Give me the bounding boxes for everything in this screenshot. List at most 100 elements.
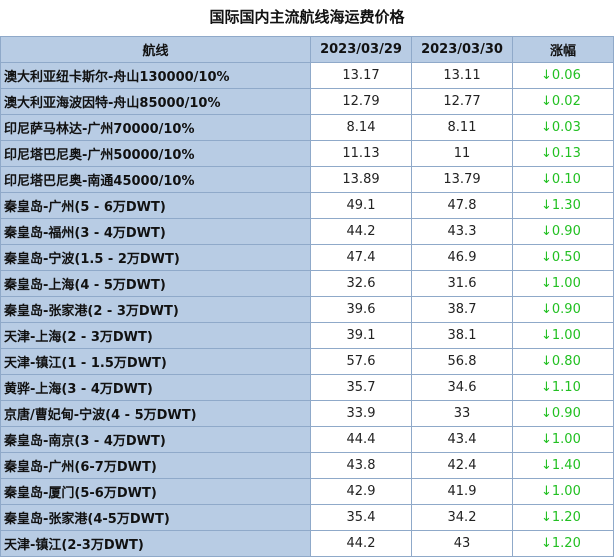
change-cell: ↓0.90 [512,218,614,245]
change-cell: ↓0.03 [512,114,614,141]
table-row: 秦皇岛-张家港(2 - 3万DWT) 39.6 38.7 ↓0.90 [0,296,614,323]
price-cell-date-1: 57.6 [310,348,412,375]
price-cell-date-2: 42.4 [411,452,513,479]
price-cell-date-2: 11 [411,140,513,167]
route-cell: 印尼塔巴尼奥-广州50000/10% [0,140,311,167]
table-header-row: 航线 2023/03/29 2023/03/30 涨幅 [0,36,614,63]
route-cell: 秦皇岛-上海(4 - 5万DWT) [0,270,311,297]
table-row: 天津-镇江(2-3万DWT) 44.2 43 ↓1.20 [0,530,614,557]
route-cell: 印尼萨马林达-广州70000/10% [0,114,311,141]
price-cell-date-2: 47.8 [411,192,513,219]
price-cell-date-1: 8.14 [310,114,412,141]
price-cell-date-1: 12.79 [310,88,412,115]
price-cell-date-2: 43.4 [411,426,513,453]
page-title: 国际国内主流航线海运费价格 [209,8,405,26]
price-cell-date-1: 42.9 [310,478,412,505]
change-cell: ↓0.02 [512,88,614,115]
change-cell: ↓1.00 [512,270,614,297]
price-cell-date-1: 39.6 [310,296,412,323]
change-cell: ↓1.20 [512,530,614,557]
route-cell: 天津-镇江(2-3万DWT) [0,530,311,557]
change-cell: ↓0.13 [512,140,614,167]
route-cell: 澳大利亚海波因特-舟山85000/10% [0,88,311,115]
header-date-1: 2023/03/29 [310,36,412,63]
price-cell-date-1: 43.8 [310,452,412,479]
price-cell-date-1: 13.17 [310,62,412,89]
price-cell-date-2: 38.7 [411,296,513,323]
price-cell-date-1: 35.7 [310,374,412,401]
price-cell-date-1: 44.2 [310,218,412,245]
header-route: 航线 [0,36,311,63]
change-cell: ↓0.90 [512,400,614,427]
route-cell: 天津-镇江(1 - 1.5万DWT) [0,348,311,375]
price-cell-date-2: 34.2 [411,504,513,531]
table-row: 澳大利亚纽卡斯尔-舟山130000/10% 13.17 13.11 ↓0.06 [0,62,614,89]
price-cell-date-2: 13.11 [411,62,513,89]
price-cell-date-2: 56.8 [411,348,513,375]
header-change: 涨幅 [512,36,614,63]
table-row: 黄骅-上海(3 - 4万DWT) 35.7 34.6 ↓1.10 [0,374,614,401]
route-cell: 秦皇岛-宁波(1.5 - 2万DWT) [0,244,311,271]
table-row: 秦皇岛-张家港(4-5万DWT) 35.4 34.2 ↓1.20 [0,504,614,531]
table-row: 澳大利亚海波因特-舟山85000/10% 12.79 12.77 ↓0.02 [0,88,614,115]
route-cell: 京唐/曹妃甸-宁波(4 - 5万DWT) [0,400,311,427]
change-cell: ↓1.10 [512,374,614,401]
change-cell: ↓1.00 [512,478,614,505]
price-cell-date-1: 44.4 [310,426,412,453]
change-cell: ↓1.20 [512,504,614,531]
table-row: 天津-上海(2 - 3万DWT) 39.1 38.1 ↓1.00 [0,322,614,349]
change-cell: ↓0.10 [512,166,614,193]
table-row: 印尼塔巴尼奥-广州50000/10% 11.13 11 ↓0.13 [0,140,614,167]
change-cell: ↓1.40 [512,452,614,479]
price-cell-date-2: 43.3 [411,218,513,245]
route-cell: 天津-上海(2 - 3万DWT) [0,322,311,349]
change-cell: ↓1.00 [512,322,614,349]
freight-rate-table: 航线 2023/03/29 2023/03/30 涨幅 澳大利亚纽卡斯尔-舟山1… [0,36,614,557]
route-cell: 秦皇岛-广州(5 - 6万DWT) [0,192,311,219]
price-cell-date-1: 33.9 [310,400,412,427]
table-row: 印尼塔巴尼奥-南通45000/10% 13.89 13.79 ↓0.10 [0,166,614,193]
table-row: 天津-镇江(1 - 1.5万DWT) 57.6 56.8 ↓0.80 [0,348,614,375]
price-cell-date-2: 41.9 [411,478,513,505]
change-cell: ↓0.06 [512,62,614,89]
table-row: 秦皇岛-南京(3 - 4万DWT) 44.4 43.4 ↓1.00 [0,426,614,453]
price-cell-date-1: 32.6 [310,270,412,297]
table-row: 秦皇岛-上海(4 - 5万DWT) 32.6 31.6 ↓1.00 [0,270,614,297]
price-cell-date-1: 11.13 [310,140,412,167]
table-row: 秦皇岛-厦门(5-6万DWT) 42.9 41.9 ↓1.00 [0,478,614,505]
price-cell-date-2: 8.11 [411,114,513,141]
route-cell: 澳大利亚纽卡斯尔-舟山130000/10% [0,62,311,89]
price-cell-date-2: 38.1 [411,322,513,349]
route-cell: 秦皇岛-张家港(2 - 3万DWT) [0,296,311,323]
price-cell-date-2: 13.79 [411,166,513,193]
price-cell-date-1: 44.2 [310,530,412,557]
route-cell: 秦皇岛-福州(3 - 4万DWT) [0,218,311,245]
route-cell: 秦皇岛-广州(6-7万DWT) [0,452,311,479]
price-cell-date-2: 31.6 [411,270,513,297]
route-cell: 秦皇岛-张家港(4-5万DWT) [0,504,311,531]
price-cell-date-1: 49.1 [310,192,412,219]
route-cell: 秦皇岛-南京(3 - 4万DWT) [0,426,311,453]
route-cell: 印尼塔巴尼奥-南通45000/10% [0,166,311,193]
route-cell: 黄骅-上海(3 - 4万DWT) [0,374,311,401]
change-cell: ↓1.30 [512,192,614,219]
change-cell: ↓0.80 [512,348,614,375]
price-cell-date-1: 47.4 [310,244,412,271]
price-cell-date-2: 46.9 [411,244,513,271]
price-cell-date-1: 39.1 [310,322,412,349]
table-row: 秦皇岛-广州(6-7万DWT) 43.8 42.4 ↓1.40 [0,452,614,479]
change-cell: ↓1.00 [512,426,614,453]
header-date-2: 2023/03/30 [411,36,513,63]
table-row: 秦皇岛-宁波(1.5 - 2万DWT) 47.4 46.9 ↓0.50 [0,244,614,271]
price-cell-date-2: 43 [411,530,513,557]
price-cell-date-1: 35.4 [310,504,412,531]
table-row: 秦皇岛-福州(3 - 4万DWT) 44.2 43.3 ↓0.90 [0,218,614,245]
table-row: 印尼萨马林达-广州70000/10% 8.14 8.11 ↓0.03 [0,114,614,141]
change-cell: ↓0.50 [512,244,614,271]
price-cell-date-2: 33 [411,400,513,427]
route-cell: 秦皇岛-厦门(5-6万DWT) [0,478,311,505]
table-row: 秦皇岛-广州(5 - 6万DWT) 49.1 47.8 ↓1.30 [0,192,614,219]
price-cell-date-2: 12.77 [411,88,513,115]
table-row: 京唐/曹妃甸-宁波(4 - 5万DWT) 33.9 33 ↓0.90 [0,400,614,427]
change-cell: ↓0.90 [512,296,614,323]
